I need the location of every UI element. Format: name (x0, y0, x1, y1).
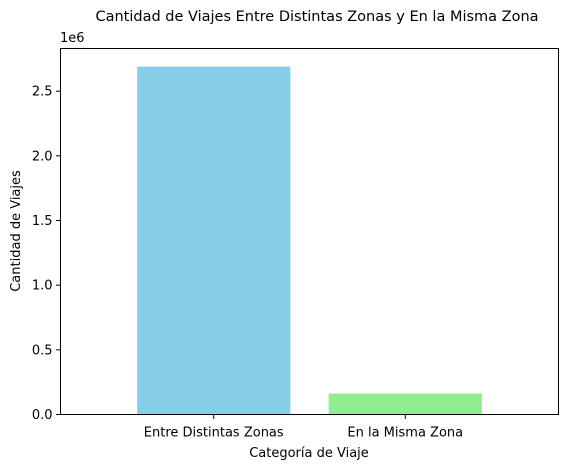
y-tick-label: 0.0 (32, 408, 53, 423)
y-tick-label: 2.0 (32, 149, 53, 164)
bar-2 (328, 393, 482, 415)
x-ticks-group: Entre Distintas Zonas En la Misma Zona (144, 414, 463, 441)
bar-1 (137, 66, 291, 415)
y-ticks-group: 0.0 0.5 1.0 1.5 2.0 2.5 (32, 85, 61, 423)
x-tick-label: Entre Distintas Zonas (144, 426, 284, 441)
chart-title: Cantidad de Viajes Entre Distintas Zonas… (95, 9, 538, 25)
x-tick-label: En la Misma Zona (347, 426, 463, 441)
y-tick-label: 0.5 (32, 343, 53, 358)
y-tick-label: 2.5 (32, 85, 53, 100)
y-tick-label: 1.0 (32, 279, 53, 294)
x-axis-label: Categoría de Viaje (249, 446, 369, 461)
bars-group (137, 66, 482, 415)
y-tick-label: 1.5 (32, 214, 53, 229)
y-axis-label: Cantidad de Viajes (9, 170, 24, 292)
y-axis-offset-label: 1e6 (60, 31, 85, 46)
plot-frame (60, 48, 559, 415)
